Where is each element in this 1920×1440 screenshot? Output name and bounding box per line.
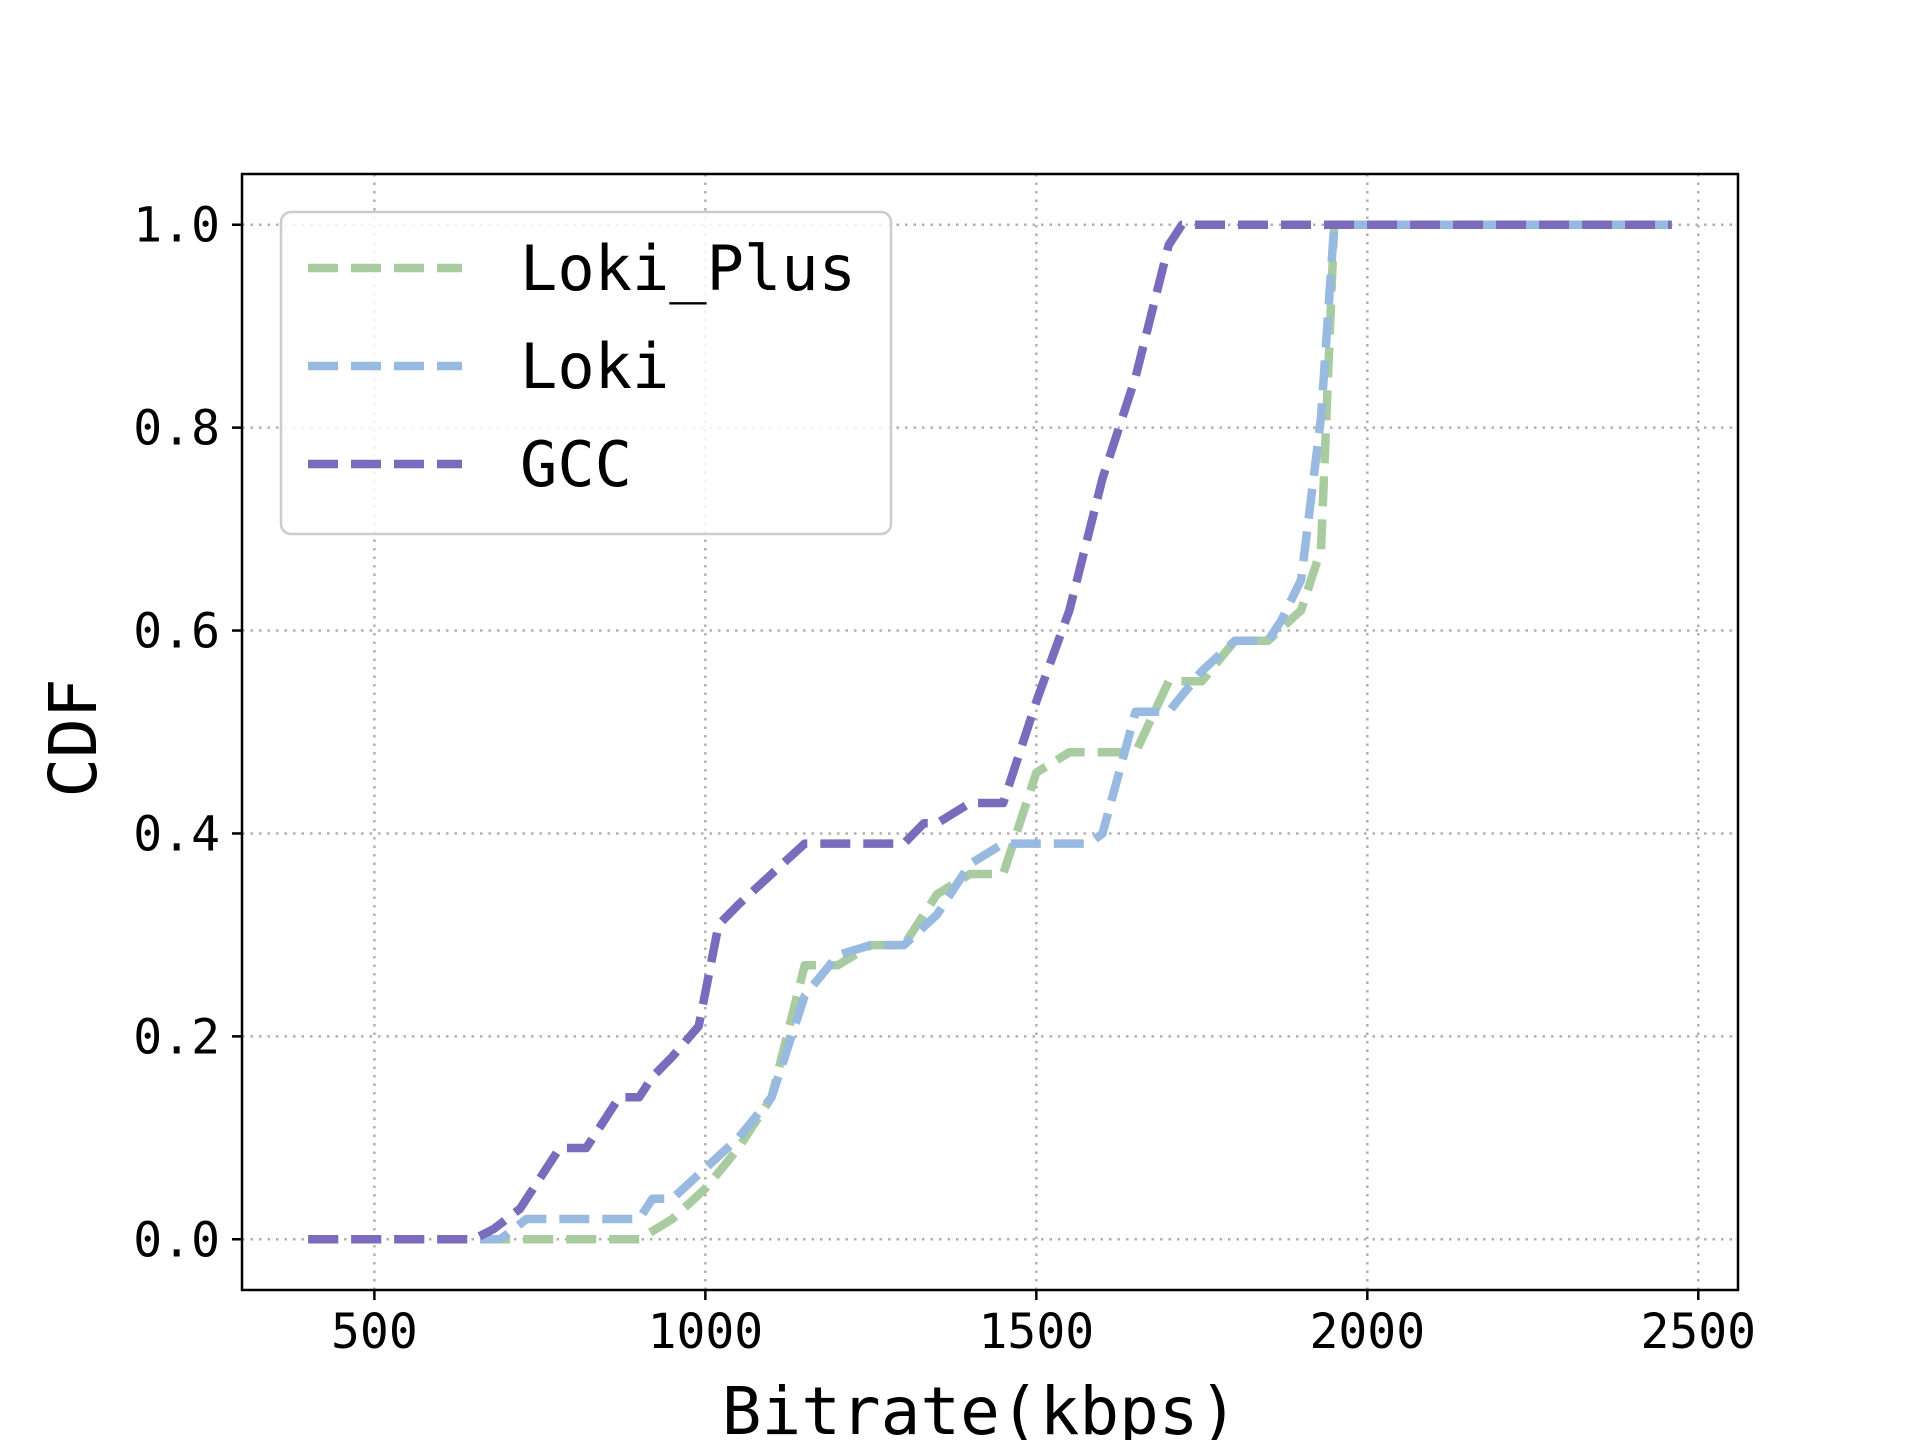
- y-tick-label: 0.0: [133, 1212, 220, 1268]
- legend-label: Loki_Plus: [520, 232, 856, 305]
- legend-label: GCC: [520, 428, 632, 501]
- x-tick-label: 500: [331, 1304, 418, 1360]
- y-tick-label: 0.8: [133, 401, 220, 457]
- grid: [242, 174, 1738, 1290]
- y-tick-label: 0.4: [133, 806, 220, 862]
- axis-ticks: 500 1000 1500 2000 2500 0.0 0.2 0.4 0.6 0.8 1.0: [133, 198, 1756, 1360]
- x-axis-label: Bitrate(kbps): [722, 1373, 1239, 1440]
- y-tick-label: 0.6: [133, 604, 220, 660]
- x-tick-label: 1000: [648, 1304, 764, 1360]
- series-line-loki-plus: [308, 220, 1672, 1244]
- y-tick-label: 1.0: [133, 198, 220, 254]
- x-tick-label: 2500: [1640, 1304, 1756, 1360]
- legend-label: Loki: [520, 330, 669, 403]
- legend-box: [279, 210, 893, 536]
- y-axis-label: CDF: [35, 678, 112, 797]
- series-line-gcc: [308, 220, 1672, 1244]
- legend: Loki_Plus Loki GCC: [279, 210, 893, 536]
- x-tick-label: 1500: [979, 1304, 1095, 1360]
- y-tick-label: 0.2: [133, 1009, 220, 1065]
- series-lines: [308, 220, 1672, 1244]
- plot-frame: [240, 172, 1740, 1292]
- series-line-loki: [308, 220, 1672, 1244]
- x-tick-label: 2000: [1310, 1304, 1426, 1360]
